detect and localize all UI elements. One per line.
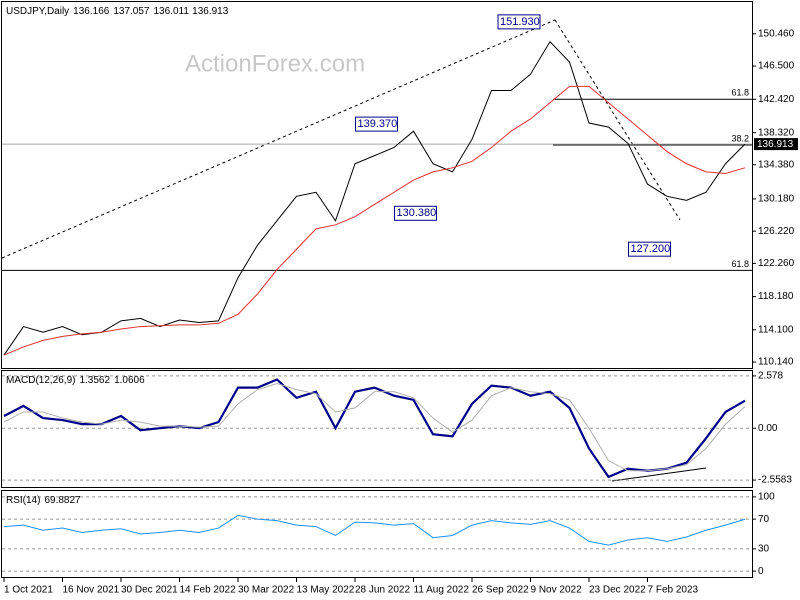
y-tick-label: 30: [758, 543, 770, 554]
y-tick-label: 0.00: [758, 423, 778, 434]
y-tick-label: 70: [758, 514, 770, 525]
y-tick-label: 126.220: [758, 226, 795, 237]
panel-value: 1.0606: [114, 375, 145, 386]
panel-value: 136.913: [192, 6, 229, 17]
price-panel: [1, 1, 753, 369]
y-tick-label: -2.5583: [758, 475, 792, 486]
x-tick-label: 14 Feb 2022: [180, 585, 237, 596]
annotation-box: [628, 241, 671, 257]
panel-value: 1.3562: [79, 375, 110, 386]
x-tick-label: 11 Aug 2022: [414, 585, 470, 596]
y-tick-label: 118.180: [758, 291, 794, 302]
y-tick-label: 0: [758, 566, 764, 577]
y-tick-label: 150.460: [758, 28, 795, 39]
panel-value: 136.166: [73, 6, 110, 17]
y-tick-label: 100: [758, 492, 775, 503]
x-tick-label: 1 Oct 2021: [4, 585, 53, 596]
panel-title: RSI(14) 69.8827: [6, 495, 81, 506]
trend-line: [1, 19, 556, 259]
y-tick-label: 122.260: [758, 258, 795, 269]
annotation-box: [497, 14, 541, 30]
y-tick-label: 2.578: [758, 371, 783, 382]
annotation-label: 151.930: [500, 16, 540, 28]
x-tick-label: 30 Mar 2022: [238, 585, 295, 596]
panel-title: MACD(12,26,9) 1.3562 1.0606: [6, 375, 145, 386]
x-tick-label: 16 Nov 2021: [63, 585, 120, 596]
macd-panel: [1, 370, 753, 488]
series-line: [3, 85, 746, 356]
annotation-label: 139.370: [358, 118, 398, 130]
fib-label: 61.8: [731, 259, 749, 269]
panel-value: 69.8827: [44, 495, 81, 506]
x-tick-label: 9 Nov 2022: [531, 585, 583, 596]
rsi-panel: [1, 490, 753, 578]
y-tick-label: 130.180: [758, 194, 795, 205]
x-tick-label: 23 Dec 2022: [589, 585, 646, 596]
panel-name: USDJPY,Daily: [6, 6, 69, 17]
annotation-box: [394, 205, 437, 221]
y-tick-label: 114.100: [758, 324, 794, 335]
price-label: 136.913: [757, 139, 794, 150]
y-tick-label: 134.380: [758, 159, 795, 170]
x-tick-label: 28 Jun 2022: [355, 585, 410, 596]
price-box: [754, 138, 798, 151]
series-line: [3, 383, 746, 472]
panel-value: 136.011: [153, 6, 189, 17]
panel-name: RSI(14): [6, 495, 40, 506]
panel-name: MACD(12,26,9): [6, 375, 75, 386]
y-tick-label: 110.140: [758, 357, 794, 368]
panel-value: 137.057: [113, 6, 150, 17]
annotation-label: 127.200: [631, 243, 671, 255]
series-line: [3, 514, 746, 546]
divergence-line: [611, 467, 707, 482]
panel-title: USDJPY,Daily 136.166 137.057 136.011 136.913: [6, 6, 229, 17]
x-tick-label: 13 May 2022: [297, 585, 355, 596]
x-tick-label: 26 Sep 2022: [472, 585, 529, 596]
x-tick-label: 7 Feb 2023: [648, 585, 699, 596]
y-tick-label: 138.320: [758, 127, 795, 138]
fib-label: 38.2: [731, 133, 749, 143]
y-tick-label: 146.500: [758, 61, 795, 72]
watermark: ActionForex.com: [185, 50, 365, 77]
annotation-label: 130.380: [397, 207, 437, 219]
annotation-box: [355, 116, 398, 132]
fib-label: 61.8: [731, 88, 749, 98]
y-tick-label: 142.420: [758, 94, 795, 105]
series-line: [3, 40, 746, 356]
x-tick-label: 30 Dec 2021: [121, 585, 178, 596]
